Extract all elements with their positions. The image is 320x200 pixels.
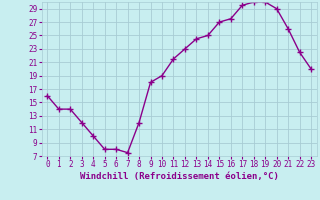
X-axis label: Windchill (Refroidissement éolien,°C): Windchill (Refroidissement éolien,°C) (80, 172, 279, 181)
